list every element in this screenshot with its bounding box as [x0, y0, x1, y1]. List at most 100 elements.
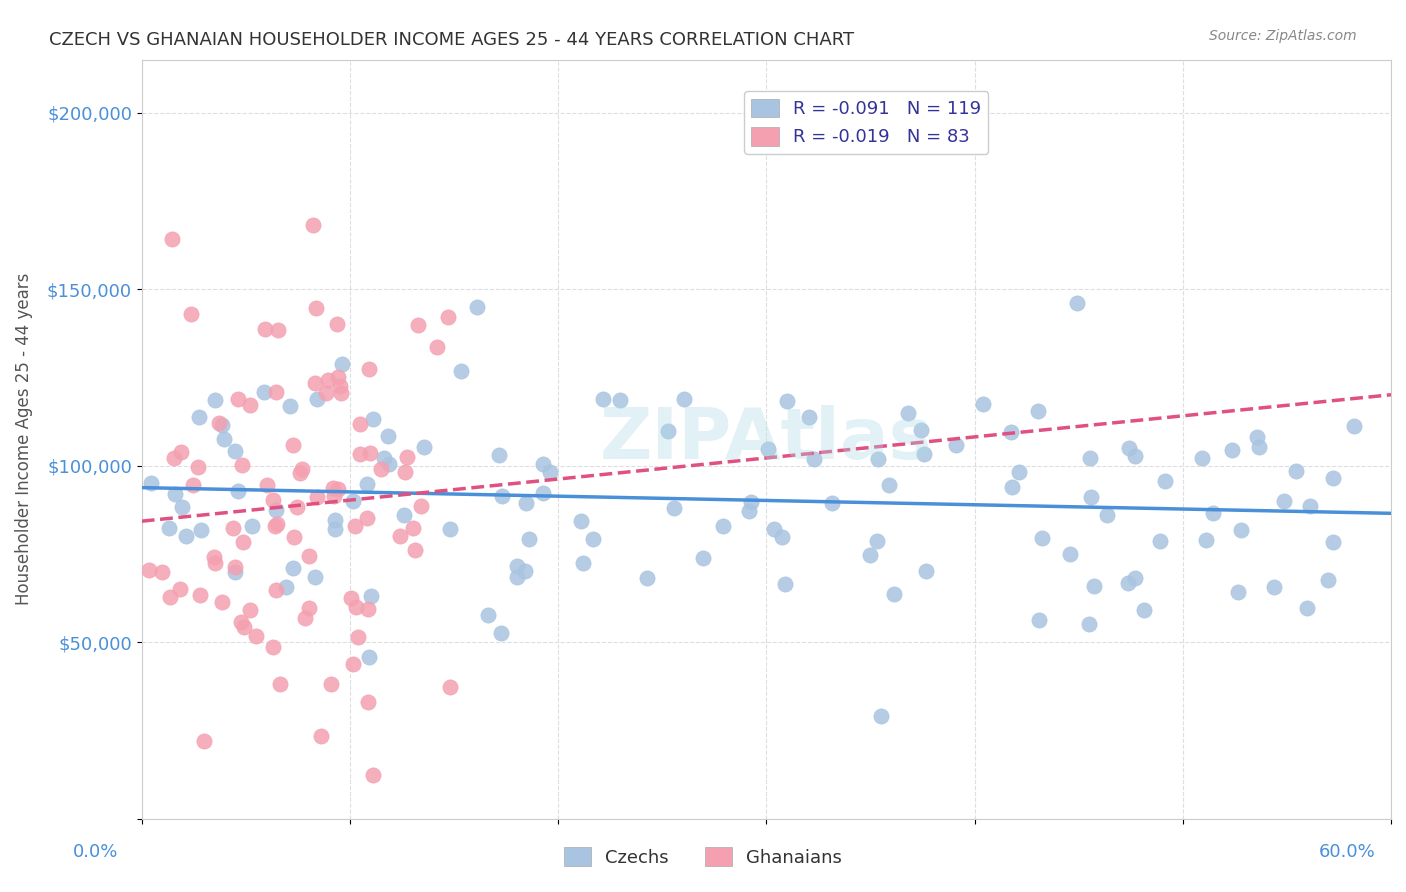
Point	[359, 446, 381, 460]
Point	[531, 486, 554, 500]
Point	[288, 467, 311, 481]
Point	[1285, 464, 1308, 478]
Point	[692, 551, 714, 566]
Point	[357, 362, 380, 376]
Legend: R = -0.091   N = 119, R = -0.019   N = 83: R = -0.091 N = 119, R = -0.019 N = 83	[744, 91, 988, 153]
Point	[401, 521, 423, 535]
Text: Source: ZipAtlas.com: Source: ZipAtlas.com	[1209, 29, 1357, 43]
Point	[323, 522, 346, 536]
Point	[569, 514, 592, 528]
Point	[344, 599, 367, 614]
Point	[304, 376, 326, 391]
Point	[370, 462, 392, 476]
Point	[187, 459, 209, 474]
Point	[1007, 465, 1029, 479]
Point	[392, 508, 415, 522]
Point	[672, 392, 695, 407]
Point	[377, 458, 399, 472]
Point	[347, 630, 370, 644]
Point	[229, 615, 252, 630]
Point	[162, 231, 184, 245]
Point	[212, 432, 235, 446]
Point	[394, 465, 416, 479]
Point	[202, 550, 225, 565]
Point	[1322, 535, 1344, 549]
Point	[240, 519, 263, 533]
Point	[1095, 508, 1118, 522]
Point	[357, 694, 380, 708]
Point	[582, 532, 605, 546]
Point	[1028, 613, 1050, 627]
Point	[592, 392, 614, 407]
Point	[285, 500, 308, 515]
Point	[281, 437, 304, 451]
Point	[531, 457, 554, 471]
Point	[866, 533, 889, 548]
Y-axis label: Householder Income Ages 25 - 44 years: Householder Income Ages 25 - 44 years	[15, 273, 32, 606]
Point	[1083, 579, 1105, 593]
Legend: Czechs, Ghanaians: Czechs, Ghanaians	[557, 840, 849, 874]
Point	[315, 385, 337, 400]
Point	[221, 521, 243, 535]
Point	[870, 709, 893, 723]
Point	[1133, 603, 1156, 617]
Point	[356, 477, 378, 491]
Point	[159, 591, 181, 605]
Point	[1247, 440, 1270, 454]
Point	[770, 530, 793, 544]
Point	[311, 730, 333, 744]
Point	[157, 521, 180, 535]
Point	[269, 676, 291, 690]
Point	[224, 559, 246, 574]
Point	[1220, 442, 1243, 457]
Point	[1227, 585, 1250, 599]
Point	[264, 503, 287, 517]
Point	[408, 318, 430, 333]
Point	[821, 496, 844, 510]
Point	[609, 393, 631, 408]
Point	[910, 423, 932, 437]
Point	[1066, 296, 1088, 310]
Point	[1116, 575, 1139, 590]
Point	[1001, 480, 1024, 494]
Point	[174, 528, 197, 542]
Point	[226, 392, 249, 407]
Point	[738, 504, 761, 518]
Point	[877, 477, 900, 491]
Point	[1191, 450, 1213, 465]
Point	[322, 481, 344, 495]
Point	[1296, 601, 1319, 615]
Point	[323, 513, 346, 527]
Point	[264, 582, 287, 597]
Point	[776, 393, 799, 408]
Text: CZECH VS GHANAIAN HOUSEHOLDER INCOME AGES 25 - 44 YEARS CORRELATION CHART: CZECH VS GHANAIAN HOUSEHOLDER INCOME AGE…	[49, 31, 855, 49]
Point	[283, 530, 305, 544]
Point	[373, 451, 395, 466]
Point	[232, 534, 254, 549]
Point	[181, 477, 204, 491]
Point	[1059, 547, 1081, 561]
Point	[773, 576, 796, 591]
Point	[1322, 471, 1344, 485]
Point	[1123, 449, 1146, 463]
Point	[252, 384, 274, 399]
Point	[294, 611, 316, 625]
Point	[914, 565, 936, 579]
Point	[506, 558, 529, 573]
Point	[169, 582, 191, 596]
Point	[254, 322, 277, 336]
Point	[323, 489, 346, 503]
Point	[1299, 499, 1322, 513]
Point	[190, 524, 212, 538]
Point	[239, 398, 262, 412]
Point	[256, 477, 278, 491]
Point	[439, 522, 461, 536]
Point	[305, 301, 328, 315]
Point	[262, 640, 284, 654]
Point	[1153, 475, 1175, 489]
Point	[349, 417, 371, 431]
Point	[740, 495, 762, 509]
Point	[572, 556, 595, 570]
Point	[304, 570, 326, 584]
Point	[245, 629, 267, 643]
